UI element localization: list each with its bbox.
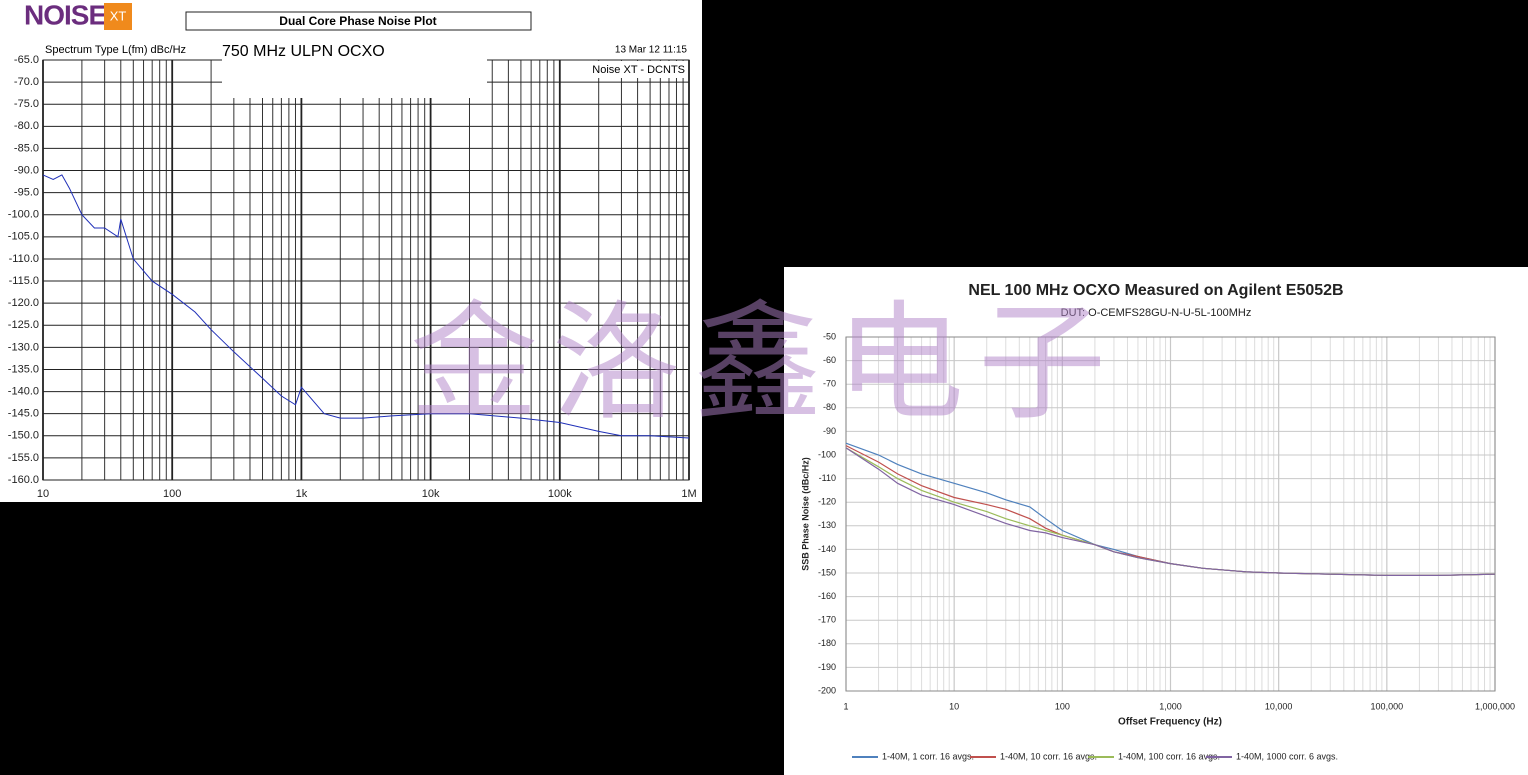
y-tick-label: -100.0 xyxy=(8,209,39,221)
series-line xyxy=(845,447,1496,576)
x-tick-label: 1k xyxy=(296,488,308,500)
y-axis-label: Spectrum Type L(fm) dBc/Hz xyxy=(45,44,186,56)
x-axis-label: Offset Frequency (Hz) xyxy=(1118,717,1222,728)
title-mask xyxy=(222,40,487,98)
y-tick-label: -50 xyxy=(823,331,836,341)
x-tick-label: 100 xyxy=(1055,701,1070,711)
y-tick-label: -150 xyxy=(818,567,836,577)
left-chart: -65.0 -70.0 -75.0 -80.0 -85.0 -90.0 -95.0 -100.… xyxy=(8,0,697,500)
chart-subtitle: DUT: O-CEMFS28GU-N-U-5L-100MHz xyxy=(1061,307,1252,319)
y-tick-label: -120.0 xyxy=(8,297,39,309)
x-tick-label: 1,000 xyxy=(1159,701,1182,711)
y-tick-label: -150.0 xyxy=(8,430,39,442)
x-tick-label: 10k xyxy=(422,488,440,500)
y-tick-label: -140.0 xyxy=(8,385,39,397)
right-chart: -50 -60 -70 -80 -90 -100 -110 -120 -130 -140 -150 -… xyxy=(800,282,1515,761)
x-tick-label: 100k xyxy=(548,488,572,500)
y-tick-label: -70.0 xyxy=(14,76,39,88)
y-axis-label: SSB Phase Noise (dBc/Hz) xyxy=(800,457,810,571)
x-tick-label: 100,000 xyxy=(1371,701,1404,711)
y-tick-label: -100 xyxy=(818,449,836,459)
y-tick-label: -160.0 xyxy=(8,474,39,486)
y-tick-label: -160 xyxy=(818,591,836,601)
x-tick-label: 100 xyxy=(163,488,181,500)
legend-label: 1-40M, 10 corr. 16 avgs. xyxy=(1000,751,1097,761)
y-tick-label: -65.0 xyxy=(14,54,39,66)
chart-title: NEL 100 MHz OCXO Measured on Agilent E50… xyxy=(968,282,1343,299)
y-tick-label: -190 xyxy=(818,662,836,672)
legend-label: 1-40M, 100 corr. 16 avgs. xyxy=(1118,751,1220,761)
y-tick-label: -110 xyxy=(819,473,836,483)
y-tick-label: -75.0 xyxy=(14,98,39,110)
y-tick-label: -60 xyxy=(823,355,836,365)
watermark: 金洛鑫电子 xyxy=(410,289,1120,438)
y-tick-label: -80 xyxy=(823,402,836,412)
logo-badge: XT xyxy=(110,8,127,23)
series-line xyxy=(42,174,690,439)
x-tick-label: 1M xyxy=(681,488,696,500)
plot-frame xyxy=(845,336,1496,692)
x-tick-label: 10,000 xyxy=(1265,701,1293,711)
x-tick-label: 10 xyxy=(37,488,49,500)
y-tick-label: -95.0 xyxy=(14,187,39,199)
y-tick-label: -200 xyxy=(818,685,836,695)
y-tick-label: -140 xyxy=(818,544,836,554)
legend-label: 1-40M, 1 corr. 16 avgs. xyxy=(882,751,974,761)
y-tick-label: -155.0 xyxy=(8,452,39,464)
y-tick-label: -180 xyxy=(818,638,836,648)
chart-title: Dual Core Phase Noise Plot xyxy=(279,14,436,28)
x-tick-label: 1,000,000 xyxy=(1475,701,1515,711)
y-tick-label: -135.0 xyxy=(8,363,39,375)
legend-label: 1-40M, 1000 corr. 6 avgs. xyxy=(1236,751,1338,761)
y-tick-label: -105.0 xyxy=(8,231,39,243)
y-tick-label: -120 xyxy=(818,497,836,507)
x-tick-label: 10 xyxy=(949,701,959,711)
y-tick-label: -130 xyxy=(818,520,836,530)
logo: NOISE xyxy=(24,0,106,30)
y-tick-label: -85.0 xyxy=(14,142,39,154)
y-tick-label: -80.0 xyxy=(14,120,39,132)
annotation: Noise XT - DCNTS xyxy=(592,64,685,76)
y-tick-label: -115.0 xyxy=(9,275,39,287)
right-panel xyxy=(784,267,1528,775)
y-tick-label: -125.0 xyxy=(8,319,39,331)
logo-badge-bg xyxy=(104,3,132,30)
y-tick-label: -70 xyxy=(823,379,836,389)
chart-subtitle: 750 MHz ULPN OCXO xyxy=(222,43,385,60)
y-tick-label: -170 xyxy=(818,615,836,625)
y-tick-label: -90 xyxy=(823,426,836,436)
x-tick-label: 1 xyxy=(843,701,848,711)
y-tick-label: -90.0 xyxy=(14,164,39,176)
title-box xyxy=(185,11,532,31)
y-tick-label: -110.0 xyxy=(9,253,39,265)
y-tick-label: -130.0 xyxy=(8,341,39,353)
y-tick-label: -145.0 xyxy=(8,408,39,420)
timestamp: 13 Mar 12 11:15 xyxy=(615,45,688,56)
annotation-mask xyxy=(584,61,688,78)
